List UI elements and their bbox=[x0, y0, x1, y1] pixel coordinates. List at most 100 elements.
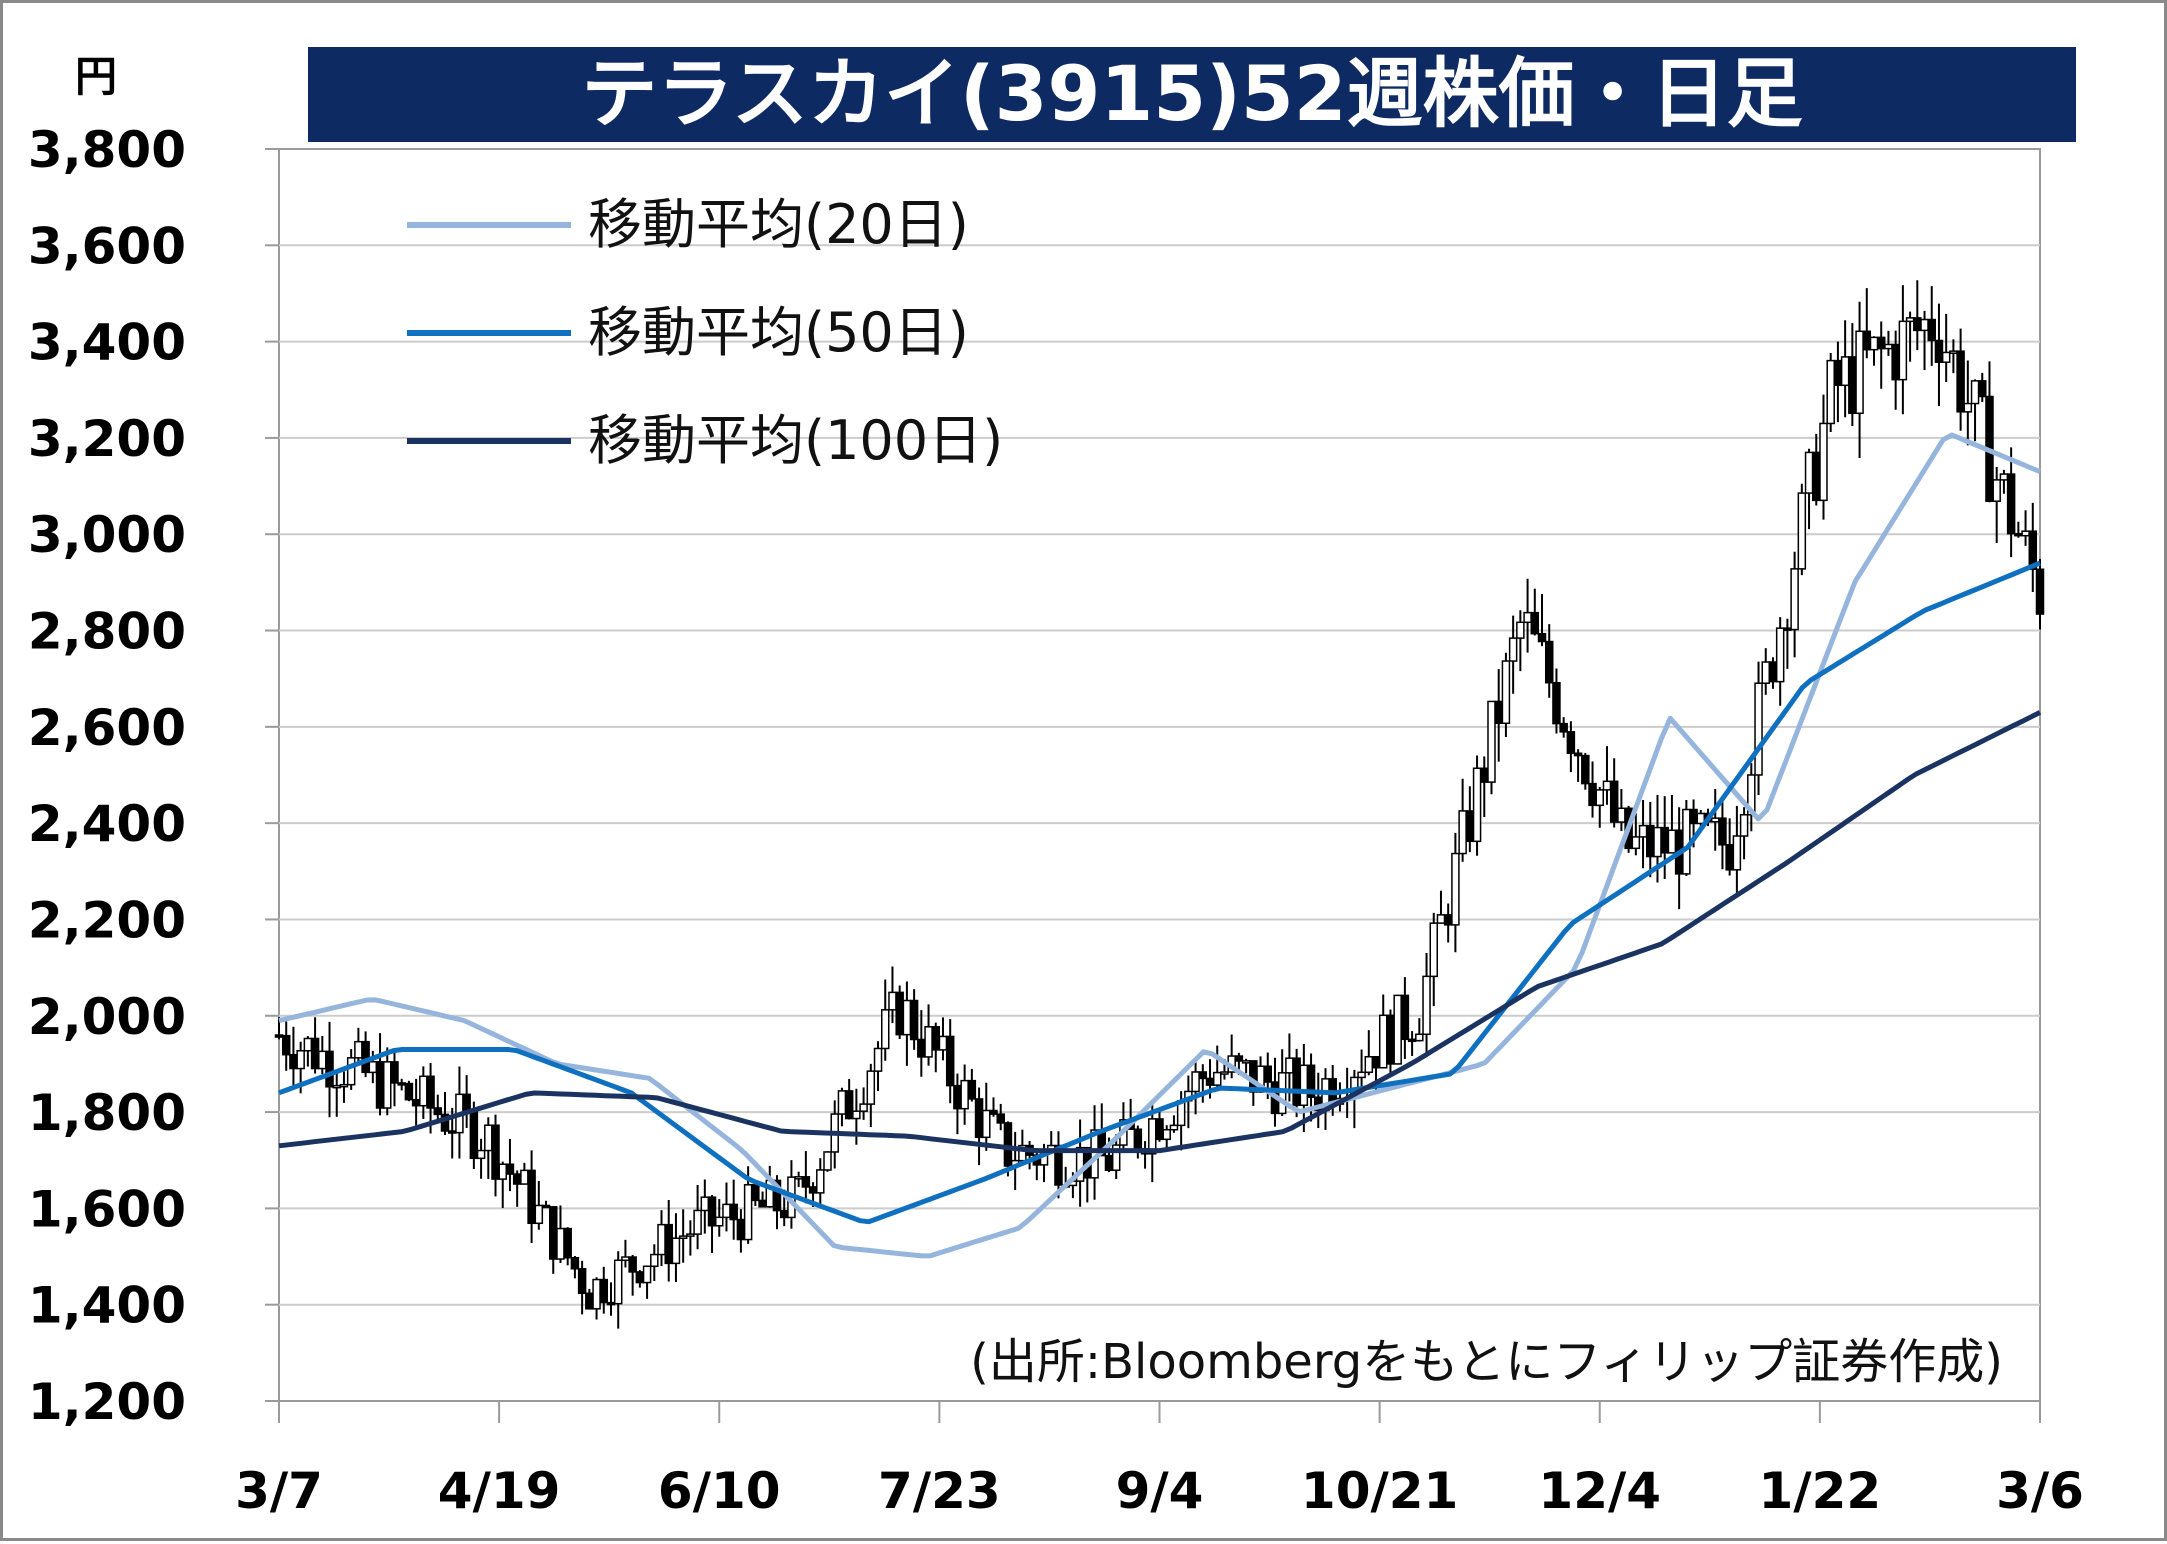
candle-body bbox=[1508, 637, 1518, 662]
candle-body bbox=[801, 1176, 811, 1188]
candle-body bbox=[1111, 1144, 1121, 1171]
candle-body bbox=[650, 1253, 659, 1268]
candle-body bbox=[729, 1203, 738, 1221]
candle-body bbox=[1133, 1128, 1143, 1150]
candle-body bbox=[823, 1151, 832, 1171]
candle-body bbox=[541, 1204, 551, 1209]
y-unit-label: 円 bbox=[75, 52, 117, 101]
candle-body bbox=[1891, 343, 1900, 381]
candle-body bbox=[1783, 627, 1792, 631]
x-tick-label: 9/4 bbox=[1116, 1462, 1204, 1520]
y-tick-label: 3,400 bbox=[28, 314, 186, 372]
candle-body bbox=[318, 1050, 327, 1070]
candle-body bbox=[931, 1026, 941, 1051]
candle-body bbox=[1862, 330, 1872, 351]
x-tick-label: 3/7 bbox=[235, 1462, 323, 1520]
candle-body bbox=[325, 1050, 334, 1088]
x-tick-label: 1/22 bbox=[1759, 1462, 1882, 1520]
candle-body bbox=[1754, 682, 1763, 776]
candle-body bbox=[1162, 1128, 1171, 1141]
candle-body bbox=[1689, 808, 1698, 825]
candle-body bbox=[1949, 350, 1958, 354]
candle-body bbox=[1653, 826, 1662, 858]
candle-body bbox=[1617, 807, 1626, 823]
candle-body bbox=[635, 1271, 645, 1284]
candle-body bbox=[462, 1093, 471, 1113]
candle-body bbox=[613, 1259, 623, 1305]
candle-body bbox=[2006, 473, 2016, 535]
y-tick-label: 1,600 bbox=[28, 1180, 186, 1238]
candle-body bbox=[1054, 1144, 1063, 1186]
candle-body bbox=[2014, 532, 2023, 537]
candle-body bbox=[1544, 640, 1554, 684]
candle-body bbox=[1400, 994, 1410, 1041]
y-tick-labels: 1,200 1,400 1,600 1,800 2,000 2,200 2,400 2,600… bbox=[28, 121, 186, 1431]
candle-body bbox=[909, 999, 919, 1041]
candle-body bbox=[411, 1098, 421, 1107]
source-note: (出所:Bloombergをもとにフィリップ証券作成) bbox=[970, 1334, 2003, 1390]
candle-body bbox=[859, 1103, 868, 1112]
candle-body bbox=[1422, 975, 1431, 1036]
candle-body bbox=[1530, 611, 1540, 635]
y-tick-label: 3,200 bbox=[28, 410, 186, 468]
candle-body bbox=[426, 1075, 435, 1109]
candle-body bbox=[563, 1227, 572, 1259]
candle-body bbox=[902, 999, 912, 1036]
candle-body bbox=[1386, 1014, 1395, 1065]
y-tick-label: 3,600 bbox=[28, 217, 186, 275]
candle-body bbox=[1884, 343, 1893, 350]
candle-body bbox=[1667, 829, 1677, 854]
candle-body bbox=[1920, 318, 1929, 332]
candle-body bbox=[556, 1227, 565, 1260]
candle-body bbox=[1804, 451, 1814, 494]
candle-body bbox=[779, 1209, 789, 1219]
candle-body bbox=[1869, 336, 1879, 351]
candle-body bbox=[491, 1124, 500, 1180]
candle-body bbox=[1263, 1065, 1273, 1083]
candle-body bbox=[339, 1083, 349, 1088]
y-tick-label: 1,200 bbox=[28, 1373, 186, 1431]
candle-body bbox=[1407, 1038, 1417, 1043]
candle-body bbox=[1797, 492, 1807, 570]
candle-body bbox=[1992, 479, 2001, 502]
candle-body bbox=[657, 1223, 666, 1256]
candle-body bbox=[866, 1070, 876, 1105]
candle-body bbox=[1710, 817, 1720, 823]
x-tick-label: 3/6 bbox=[1996, 1462, 2084, 1520]
candle-body bbox=[1191, 1071, 1200, 1093]
candle-body bbox=[808, 1186, 818, 1194]
candle-body bbox=[794, 1176, 803, 1180]
y-tick-label: 3,000 bbox=[28, 506, 186, 564]
candle-body bbox=[346, 1057, 356, 1086]
candle-body bbox=[628, 1256, 637, 1273]
candle-body bbox=[1970, 380, 1980, 405]
candle-body bbox=[585, 1292, 594, 1310]
candle-body bbox=[1956, 350, 1965, 413]
candle-body bbox=[505, 1163, 515, 1175]
candle-body bbox=[1761, 661, 1770, 684]
candle-body bbox=[1732, 835, 1742, 871]
candle-body bbox=[440, 1113, 450, 1132]
candle-body bbox=[1855, 330, 1864, 415]
x-tick-label: 7/23 bbox=[878, 1462, 1001, 1520]
candle-body bbox=[1905, 317, 1915, 323]
candle-body bbox=[1241, 1060, 1251, 1064]
candle-body bbox=[1609, 780, 1619, 823]
candle-body bbox=[967, 1079, 977, 1100]
candle-body bbox=[1927, 318, 1936, 342]
candle-body bbox=[549, 1206, 558, 1260]
candle-body bbox=[527, 1169, 536, 1225]
candle-body bbox=[1978, 380, 1987, 398]
plot-area bbox=[278, 148, 2041, 1402]
candle-body bbox=[751, 1184, 760, 1202]
candle-body bbox=[1357, 1071, 1366, 1079]
candle-body bbox=[1472, 767, 1482, 843]
candle-body bbox=[1898, 320, 1908, 381]
candle-body bbox=[621, 1256, 630, 1262]
x-tick-label: 12/4 bbox=[1538, 1462, 1661, 1520]
candle-body bbox=[1234, 1055, 1244, 1062]
candle-body bbox=[722, 1203, 731, 1219]
y-tick-label: 2,200 bbox=[28, 891, 186, 949]
y-tick-label: 3,800 bbox=[28, 121, 186, 179]
legend: 移動平均(20日) 移動平均(50日) 移動平均(100日) bbox=[407, 193, 1003, 472]
